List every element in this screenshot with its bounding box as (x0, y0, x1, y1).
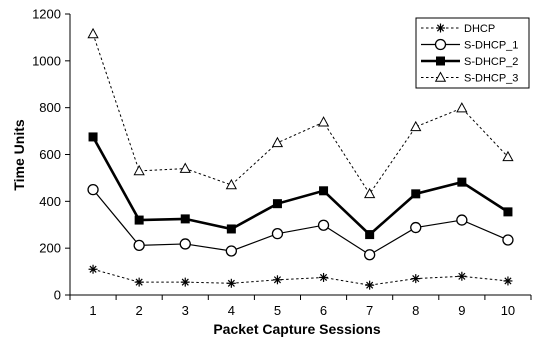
series-line (92, 189, 509, 256)
y-tick-label: 400 (39, 194, 61, 209)
legend-marker (434, 38, 447, 51)
y-tick-label: 0 (54, 288, 61, 303)
data-point (365, 280, 375, 290)
data-point (134, 215, 144, 225)
legend-label: S-DHCP_3 (464, 73, 518, 85)
series-line (91, 136, 509, 237)
data-point (411, 274, 421, 284)
series-dhcp (88, 264, 513, 290)
data-point (271, 136, 284, 148)
data-point (319, 186, 329, 196)
data-point (457, 271, 467, 281)
data-point (226, 278, 236, 288)
data-point (180, 214, 190, 224)
data-point (88, 132, 98, 142)
legend-marker (436, 23, 445, 33)
x-axis-ticks: 1 2 3 4 5 6 7 8 9 10 (69, 295, 532, 318)
data-point (180, 277, 190, 287)
x-tick-label: 1 (89, 303, 96, 318)
data-point (317, 219, 330, 231)
legend-label: S-DHCP_2 (464, 56, 518, 68)
legend-item: DHCP (421, 23, 495, 35)
series-s-dhcp-3 (87, 27, 514, 199)
data-point (179, 238, 191, 250)
data-point (271, 227, 284, 240)
x-tick-label: 4 (228, 303, 235, 318)
data-point (456, 102, 468, 113)
data-point (88, 264, 98, 274)
legend-label: S-DHCP_1 (464, 40, 518, 52)
legend-marker (436, 56, 445, 66)
x-tick-label: 10 (501, 303, 515, 318)
data-point (365, 230, 375, 240)
y-tick-label: 200 (39, 241, 61, 256)
data-point (179, 162, 191, 173)
x-tick-label: 7 (366, 303, 373, 318)
y-tick-label: 800 (39, 100, 61, 115)
x-tick-label: 8 (412, 303, 419, 318)
y-tick-label: 1200 (32, 7, 61, 22)
series-s-dhcp-2 (88, 132, 513, 240)
x-tick-label: 3 (182, 303, 189, 318)
x-axis-title: Packet Capture Sessions (213, 321, 381, 337)
data-point (457, 177, 467, 187)
data-point (87, 27, 99, 39)
y-tick-label: 600 (39, 147, 61, 162)
data-point (87, 183, 99, 196)
data-point (317, 116, 330, 127)
y-axis-ticks: 0 200 400 600 800 1000 1200 (32, 7, 70, 303)
data-point (410, 120, 422, 132)
legend: DHCP S-DHCP_1 S-DHCP_2 S-DHCP_3 (415, 17, 530, 89)
series-line (92, 268, 509, 286)
x-tick-label: 9 (458, 303, 465, 318)
data-point (272, 275, 282, 285)
series-group (87, 27, 514, 290)
legend-box (415, 17, 530, 89)
data-point (410, 221, 422, 234)
x-tick-label: 5 (274, 303, 281, 318)
data-point (226, 224, 236, 234)
series-line (92, 33, 509, 195)
legend-label: DHCP (464, 23, 495, 35)
data-point (319, 272, 329, 282)
data-point (272, 199, 282, 209)
data-point (133, 164, 145, 176)
data-point (503, 276, 513, 286)
data-point (456, 214, 468, 226)
data-point (502, 234, 514, 246)
legend-marker (434, 71, 447, 82)
y-tick-label: 1000 (32, 53, 61, 68)
data-point (411, 189, 421, 199)
data-point (225, 245, 238, 257)
data-point (363, 249, 376, 261)
data-point (364, 187, 376, 199)
y-axis-title: Time Units (11, 119, 27, 191)
data-point (134, 277, 144, 287)
x-tick-label: 2 (136, 303, 143, 318)
data-point (225, 178, 237, 190)
data-point (133, 239, 145, 252)
legend-item: S-DHCP_3 (421, 71, 518, 85)
data-point (503, 207, 513, 217)
legend-item: S-DHCP_2 (421, 56, 518, 68)
series-s-dhcp-1 (87, 183, 514, 261)
legend-item: S-DHCP_1 (421, 38, 518, 52)
x-tick-label: 6 (320, 303, 327, 318)
data-point (502, 150, 514, 162)
